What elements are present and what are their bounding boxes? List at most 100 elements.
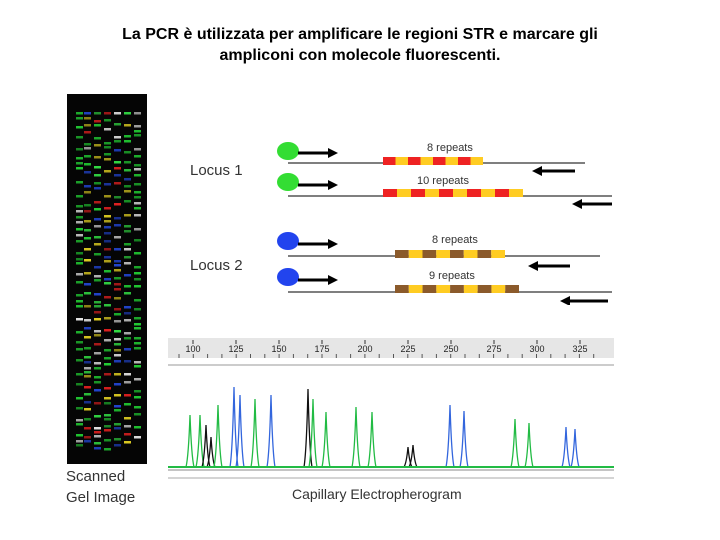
gel-band (134, 378, 141, 381)
gel-band (76, 440, 83, 443)
gel-band (104, 183, 111, 186)
electropherogram-peak (510, 418, 520, 468)
repeat-unit (395, 157, 408, 165)
gel-band (114, 338, 121, 341)
forward-arrowhead (328, 275, 338, 285)
repeat-unit (383, 157, 396, 165)
repeat-unit (433, 157, 446, 165)
repeat-unit (470, 157, 483, 165)
gel-band (104, 414, 111, 417)
gel-band (76, 419, 83, 422)
gel-band (114, 438, 121, 441)
fluorescent-primer-blue (277, 268, 299, 286)
gel-band (114, 174, 121, 177)
gel-band (76, 348, 83, 351)
gel-band (134, 183, 141, 186)
gel-band (104, 256, 111, 259)
gel-band (94, 208, 101, 211)
gel-band (114, 444, 121, 447)
gel-band (76, 221, 83, 224)
gel-band (94, 120, 101, 123)
gel-band (76, 258, 83, 261)
repeat-label: 10 repeats (417, 175, 469, 187)
electropherogram-peak (570, 428, 580, 468)
gel-band (104, 240, 111, 243)
gel-band (114, 349, 121, 352)
gel-band (84, 283, 91, 286)
gel-band (94, 427, 101, 430)
gel-band (124, 214, 131, 217)
repeat-bar (383, 189, 523, 197)
gel-band (84, 386, 91, 389)
title-line-1: La PCR è utilizzata per amplificare le r… (122, 26, 598, 43)
gel-band (84, 237, 91, 240)
gel-band (124, 394, 131, 397)
gel-band (104, 397, 111, 400)
gel-band (114, 224, 121, 227)
ruler-tick-label: 275 (486, 344, 501, 354)
gel-band (84, 356, 91, 359)
gel-band (94, 334, 101, 337)
gel-band (76, 359, 83, 362)
locus-2-allele-1: 8 repeats (277, 232, 600, 271)
gel-band (124, 381, 131, 384)
gel-band (84, 147, 91, 150)
repeat-unit (395, 285, 409, 293)
gel-band (94, 144, 101, 147)
gel-band (124, 262, 131, 265)
gel-band (76, 234, 83, 237)
gel-band (84, 440, 91, 443)
gel-band (134, 406, 141, 409)
gel-band (134, 285, 141, 288)
gel-band (104, 158, 111, 161)
gel-band (84, 305, 91, 308)
gel-band (124, 312, 131, 315)
gel-band (84, 155, 91, 158)
gel-band (104, 296, 111, 299)
gel-band (114, 427, 121, 430)
repeat-bar (395, 285, 519, 293)
gel-band (134, 436, 141, 439)
gel-band (84, 131, 91, 134)
gel-band (104, 317, 111, 320)
gel-band (84, 408, 91, 411)
gel-band (84, 292, 91, 295)
gel-band (134, 134, 141, 137)
gel-band (104, 248, 111, 251)
gel-band (114, 283, 121, 286)
gel-band (124, 178, 131, 181)
forward-arrowhead (328, 239, 338, 249)
gel-band (94, 376, 101, 379)
repeat-unit (450, 285, 464, 293)
gel-band (104, 418, 111, 421)
gel-band (76, 281, 83, 284)
gel-band (134, 390, 141, 393)
electropherogram-peak (229, 386, 239, 468)
gel-band (94, 442, 101, 445)
gel-band (124, 441, 131, 444)
gel-band (114, 248, 121, 251)
gel-band (134, 228, 141, 231)
electropherogram-peak (206, 436, 216, 468)
forward-arrowhead (328, 148, 338, 158)
gel-band (134, 278, 141, 281)
gel-band (104, 448, 111, 451)
gel-band (104, 270, 111, 273)
gel-band (134, 239, 141, 242)
gel-band (76, 205, 83, 208)
gel-band (134, 174, 141, 177)
gel-band (76, 434, 83, 437)
gel-band (84, 347, 91, 350)
gel-band (104, 146, 111, 149)
gel-band (104, 429, 111, 432)
gel-band (76, 112, 83, 115)
gel-band (104, 119, 111, 122)
ruler-tick-label: 250 (443, 344, 458, 354)
locus-1-label: Locus 1 (190, 162, 243, 179)
gel-band (76, 318, 83, 321)
gel-band (94, 174, 101, 177)
repeat-label: 8 repeats (427, 142, 473, 154)
gel-band (76, 228, 83, 231)
gel-band (114, 203, 121, 206)
gel-band (94, 352, 101, 355)
